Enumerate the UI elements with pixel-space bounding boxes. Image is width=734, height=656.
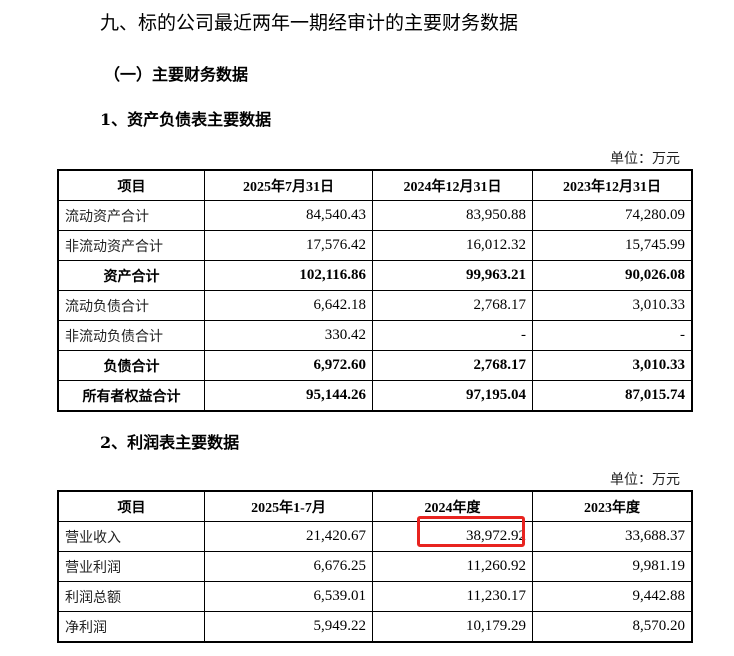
table-row: 所有者权益合计 95,144.26 97,195.04 87,015.74 <box>57 380 693 412</box>
column-header: 2025年1-7月 <box>204 490 373 522</box>
cell-value: 11,230.17 <box>372 581 533 612</box>
cell-value: 97,195.04 <box>372 380 533 412</box>
income-statement-table: 项目 2025年1-7月 2024年度 2023年度 营业收入 21,420.67… <box>57 490 693 643</box>
cell-value: 84,540.43 <box>204 200 373 231</box>
cell-value: 11,260.92 <box>372 551 533 582</box>
row-label: 利润总额 <box>57 581 205 612</box>
balance-sheet-table: 项目 2025年7月31日 2024年12月31日 2023年12月31日 流动… <box>57 169 693 412</box>
cell-value: 74,280.09 <box>532 200 693 231</box>
section-heading: （一）主要财务数据 <box>104 65 249 84</box>
row-label: 非流动负债合计 <box>57 320 205 351</box>
column-header: 2023年12月31日 <box>532 169 693 201</box>
column-header: 项目 <box>57 169 205 201</box>
cell-value: 99,963.21 <box>372 260 533 291</box>
cell-value: 2,768.17 <box>372 350 533 381</box>
row-label: 负债合计 <box>57 350 205 381</box>
row-label: 流动资产合计 <box>57 200 205 231</box>
table-header-row: 项目 2025年7月31日 2024年12月31日 2023年12月31日 <box>57 169 693 201</box>
cell-value: 9,981.19 <box>532 551 693 582</box>
table-row: 非流动资产合计 17,576.42 16,012.32 15,745.99 <box>57 230 693 261</box>
row-label: 所有者权益合计 <box>57 380 205 412</box>
highlight-box <box>417 516 525 547</box>
row-label: 净利润 <box>57 611 205 643</box>
cell-value: 6,642.18 <box>204 290 373 321</box>
row-label: 流动负债合计 <box>57 290 205 321</box>
row-label: 非流动资产合计 <box>57 230 205 261</box>
table-row: 非流动负债合计 330.42- - <box>57 320 693 351</box>
cell-value: 15,745.99 <box>532 230 693 261</box>
table-row: 流动负债合计 6,642.18 2,768.17 3,010.33 <box>57 290 693 321</box>
cell-value: 87,015.74 <box>532 380 693 412</box>
balance-sheet-unit: 单位：万元 <box>610 151 680 167</box>
cell-value: 2,768.17 <box>372 290 533 321</box>
cell-value: 330.42 <box>204 320 373 351</box>
cell-value: 6,539.01 <box>204 581 373 612</box>
cell-value: 3,010.33 <box>532 290 693 321</box>
cell-value: - <box>532 320 693 351</box>
table-row: 负债合计 6,972.60 2,768.17 3,010.33 <box>57 350 693 381</box>
income-statement-unit: 单位：万元 <box>610 472 680 488</box>
table-row: 资产合计 102,116.86 99,963.21 90,026.08 <box>57 260 693 291</box>
cell-value: 21,420.67 <box>204 521 373 552</box>
table-row: 利润总额 6,539.01 11,230.17 9,442.88 <box>57 581 693 612</box>
cell-value: 95,144.26 <box>204 380 373 412</box>
balance-sheet-heading: 1、资产负债表主要数据 <box>100 110 272 129</box>
table-row: 净利润 5,949.22 10,179.29 8,570.20 <box>57 611 693 643</box>
income-statement-heading: 2、利润表主要数据 <box>100 433 240 452</box>
table-row: 营业利润 6,676.25 11,260.92 9,981.19 <box>57 551 693 582</box>
table-header-row: 项目 2025年1-7月 2024年度 2023年度 <box>57 490 693 522</box>
column-header: 项目 <box>57 490 205 522</box>
cell-value: 6,676.25 <box>204 551 373 582</box>
row-label: 营业收入 <box>57 521 205 552</box>
table-row: 营业收入 21,420.67 38,972.92 33,688.37 <box>57 521 693 552</box>
cell-value: 83,950.88 <box>372 200 533 231</box>
cell-value: 9,442.88 <box>532 581 693 612</box>
column-header: 2025年7月31日 <box>204 169 373 201</box>
row-label: 营业利润 <box>57 551 205 582</box>
cell-value: 10,179.29 <box>372 611 533 643</box>
cell-value: 17,576.42 <box>204 230 373 261</box>
column-header: 2024年12月31日 <box>372 169 533 201</box>
page-title: 九、标的公司最近两年一期经审计的主要财务数据 <box>100 12 519 34</box>
cell-value: 5,949.22 <box>204 611 373 643</box>
cell-value: - <box>372 320 533 351</box>
cell-value: 33,688.37 <box>532 521 693 552</box>
cell-value: 90,026.08 <box>532 260 693 291</box>
cell-value: 16,012.32 <box>372 230 533 261</box>
cell-value: 8,570.20 <box>532 611 693 643</box>
cell-value: 3,010.33 <box>532 350 693 381</box>
column-header: 2023年度 <box>532 490 693 522</box>
cell-value: 6,972.60 <box>204 350 373 381</box>
table-row: 流动资产合计 84,540.43 83,950.88 74,280.09 <box>57 200 693 231</box>
row-label: 资产合计 <box>57 260 205 291</box>
cell-value: 102,116.86 <box>204 260 373 291</box>
